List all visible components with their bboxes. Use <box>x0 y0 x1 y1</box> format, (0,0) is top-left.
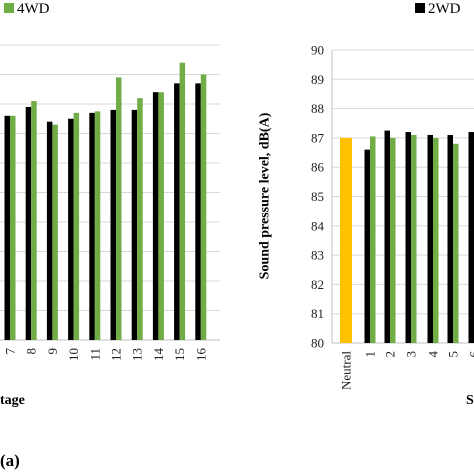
x-tick-label: 3 <box>404 351 419 358</box>
x-tick-label: 2 <box>383 351 398 358</box>
bar-s0-6 <box>468 132 474 343</box>
bar-s0-1 <box>364 149 370 343</box>
x-tick-label: 12 <box>109 348 124 361</box>
bar-s1-9 <box>200 74 207 340</box>
legend-swatch-4wd <box>4 3 14 13</box>
y-tick-label: 83 <box>311 248 324 263</box>
legend-label-2wd: 2WD <box>428 1 461 17</box>
x-tick-label: 4 <box>426 351 441 358</box>
bar-s1-4 <box>433 137 439 343</box>
bar-s0-5 <box>110 109 116 341</box>
bar-s0-8 <box>174 83 180 340</box>
bar-s0-3 <box>68 118 74 340</box>
bar-s1-1 <box>31 101 37 340</box>
bar-s1-7 <box>158 92 164 340</box>
y-tick-label: 85 <box>311 189 324 204</box>
y-axis-label: Sound pressure level, dB(A) <box>258 112 273 279</box>
y-tick-label: 90 <box>311 43 324 58</box>
x-tick-label: 6 <box>467 351 474 358</box>
bar-s0-1 <box>25 106 32 340</box>
x-tick-label: 13 <box>130 348 145 361</box>
x-tick-label: 11 <box>87 348 102 361</box>
x-axis-label: tage <box>0 393 25 408</box>
bar-s0-2 <box>46 121 53 340</box>
x-tick-label: 14 <box>151 348 166 362</box>
bar-s1-8 <box>179 62 186 340</box>
y-tick-label: 87 <box>311 130 325 145</box>
bar-s0-3 <box>405 132 411 343</box>
y-tick-label: 80 <box>311 336 324 351</box>
y-tick-label: 82 <box>311 277 324 292</box>
bar-s1-3 <box>73 112 80 340</box>
x-axis-label: S <box>466 393 474 408</box>
y-tick-label: 86 <box>311 160 325 175</box>
bar-s1-2 <box>52 124 58 341</box>
bar-s1-5 <box>453 143 459 343</box>
bar-s0-2 <box>384 130 390 343</box>
x-tick-label: 8 <box>24 348 39 355</box>
x-tick-label: Neutral <box>339 351 354 390</box>
bar-s1-3 <box>411 134 417 343</box>
bar-s0-0 <box>4 115 10 340</box>
y-tick-label: 84 <box>311 218 325 233</box>
panel-label: (a) <box>0 451 20 470</box>
bar-s1-2 <box>390 137 396 343</box>
bar-s0-5 <box>447 134 453 343</box>
bar-s1-1 <box>370 136 376 343</box>
y-tick-label: 88 <box>311 101 324 116</box>
x-tick-label: 5 <box>446 351 461 358</box>
legend-label-4wd: 4WD <box>17 1 50 17</box>
bar-s0-4 <box>427 134 433 343</box>
x-tick-label: 15 <box>172 348 187 361</box>
bar-s2-0 <box>340 137 352 343</box>
bar-s0-6 <box>131 109 138 341</box>
right-chart-panel: 80 81 82 83 84 85 86 87 88 89 90 Neutral 123456 Sound… <box>258 1 474 408</box>
y-tick-label: 81 <box>311 306 324 321</box>
bar-s1-6 <box>137 98 143 340</box>
bar-s1-4 <box>94 111 101 340</box>
bar-s1-0 <box>10 115 16 340</box>
left-chart-panel: 7 8 9 10 11 12 13 14 15 16 4WD tage (a) <box>0 1 220 470</box>
bar-s0-4 <box>89 112 95 340</box>
bar-s1-5 <box>116 77 122 340</box>
x-tick-label: 16 <box>193 348 208 362</box>
x-tick-label: 10 <box>66 348 81 361</box>
x-tick-label: 9 <box>45 348 60 355</box>
legend-swatch-2wd <box>415 3 425 13</box>
y-tick-label: 89 <box>311 72 324 87</box>
bar-s0-7 <box>152 92 159 340</box>
bar-s0-9 <box>195 83 201 340</box>
x-tick-label: 7 <box>3 348 18 355</box>
x-tick-label: 1 <box>363 351 378 358</box>
